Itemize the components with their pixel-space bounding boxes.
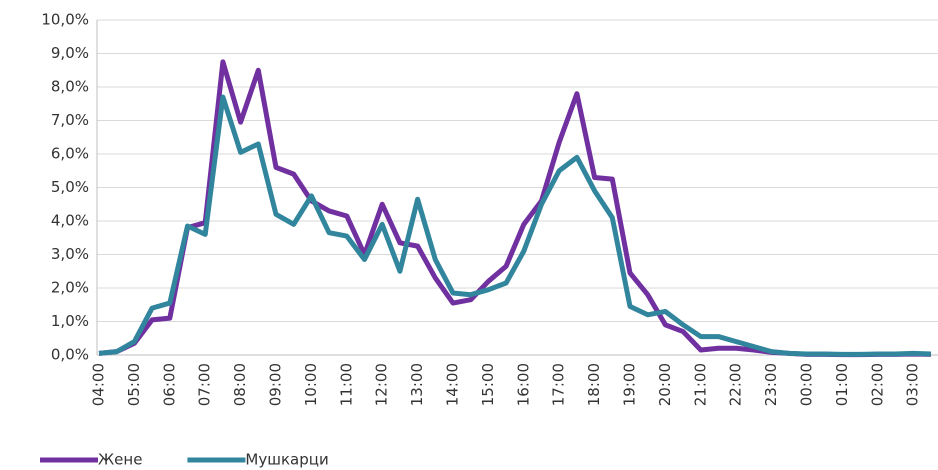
x-tick-label: 11:00 bbox=[337, 363, 355, 406]
y-tick-label: 1,0% bbox=[51, 312, 89, 330]
x-tick-label: 05:00 bbox=[125, 363, 143, 406]
x-tick-label: 03:00 bbox=[904, 363, 922, 406]
x-tick-label: 15:00 bbox=[479, 363, 497, 406]
x-tick-label: 23:00 bbox=[762, 363, 780, 406]
y-tick-label: 7,0% bbox=[51, 111, 89, 129]
y-tick-label: 10,0% bbox=[41, 11, 89, 29]
x-tick-label: 21:00 bbox=[691, 363, 709, 406]
x-tick-label: 04:00 bbox=[90, 363, 108, 406]
x-tick-label: 09:00 bbox=[267, 363, 285, 406]
x-tick-label: 22:00 bbox=[727, 363, 745, 406]
x-tick-label: 02:00 bbox=[868, 363, 886, 406]
x-tick-label: 17:00 bbox=[550, 363, 568, 406]
x-tick-label: 12:00 bbox=[373, 363, 391, 406]
x-tick-label: 07:00 bbox=[196, 363, 214, 406]
y-tick-label: 6,0% bbox=[51, 145, 89, 163]
legend-label: Жене bbox=[98, 451, 142, 469]
y-tick-label: 5,0% bbox=[51, 178, 89, 196]
y-tick-label: 0,0% bbox=[51, 346, 89, 364]
y-tick-label: 2,0% bbox=[51, 279, 89, 297]
x-tick-label: 06:00 bbox=[160, 363, 178, 406]
x-tick-label: 08:00 bbox=[231, 363, 249, 406]
x-tick-label: 10:00 bbox=[302, 363, 320, 406]
legend-label: Мушкарци bbox=[245, 451, 328, 469]
x-tick-label: 20:00 bbox=[656, 363, 674, 406]
x-tick-label: 01:00 bbox=[833, 363, 851, 406]
y-tick-label: 4,0% bbox=[51, 212, 89, 230]
x-tick-label: 19:00 bbox=[621, 363, 639, 406]
x-tick-label: 14:00 bbox=[444, 363, 462, 406]
y-tick-label: 8,0% bbox=[51, 78, 89, 96]
x-tick-label: 13:00 bbox=[408, 363, 426, 406]
y-tick-label: 3,0% bbox=[51, 245, 89, 263]
x-tick-label: 16:00 bbox=[514, 363, 532, 406]
y-tick-label: 9,0% bbox=[51, 44, 89, 62]
x-tick-label: 18:00 bbox=[585, 363, 603, 406]
x-tick-label: 00:00 bbox=[798, 363, 816, 406]
series-line bbox=[98, 94, 931, 357]
